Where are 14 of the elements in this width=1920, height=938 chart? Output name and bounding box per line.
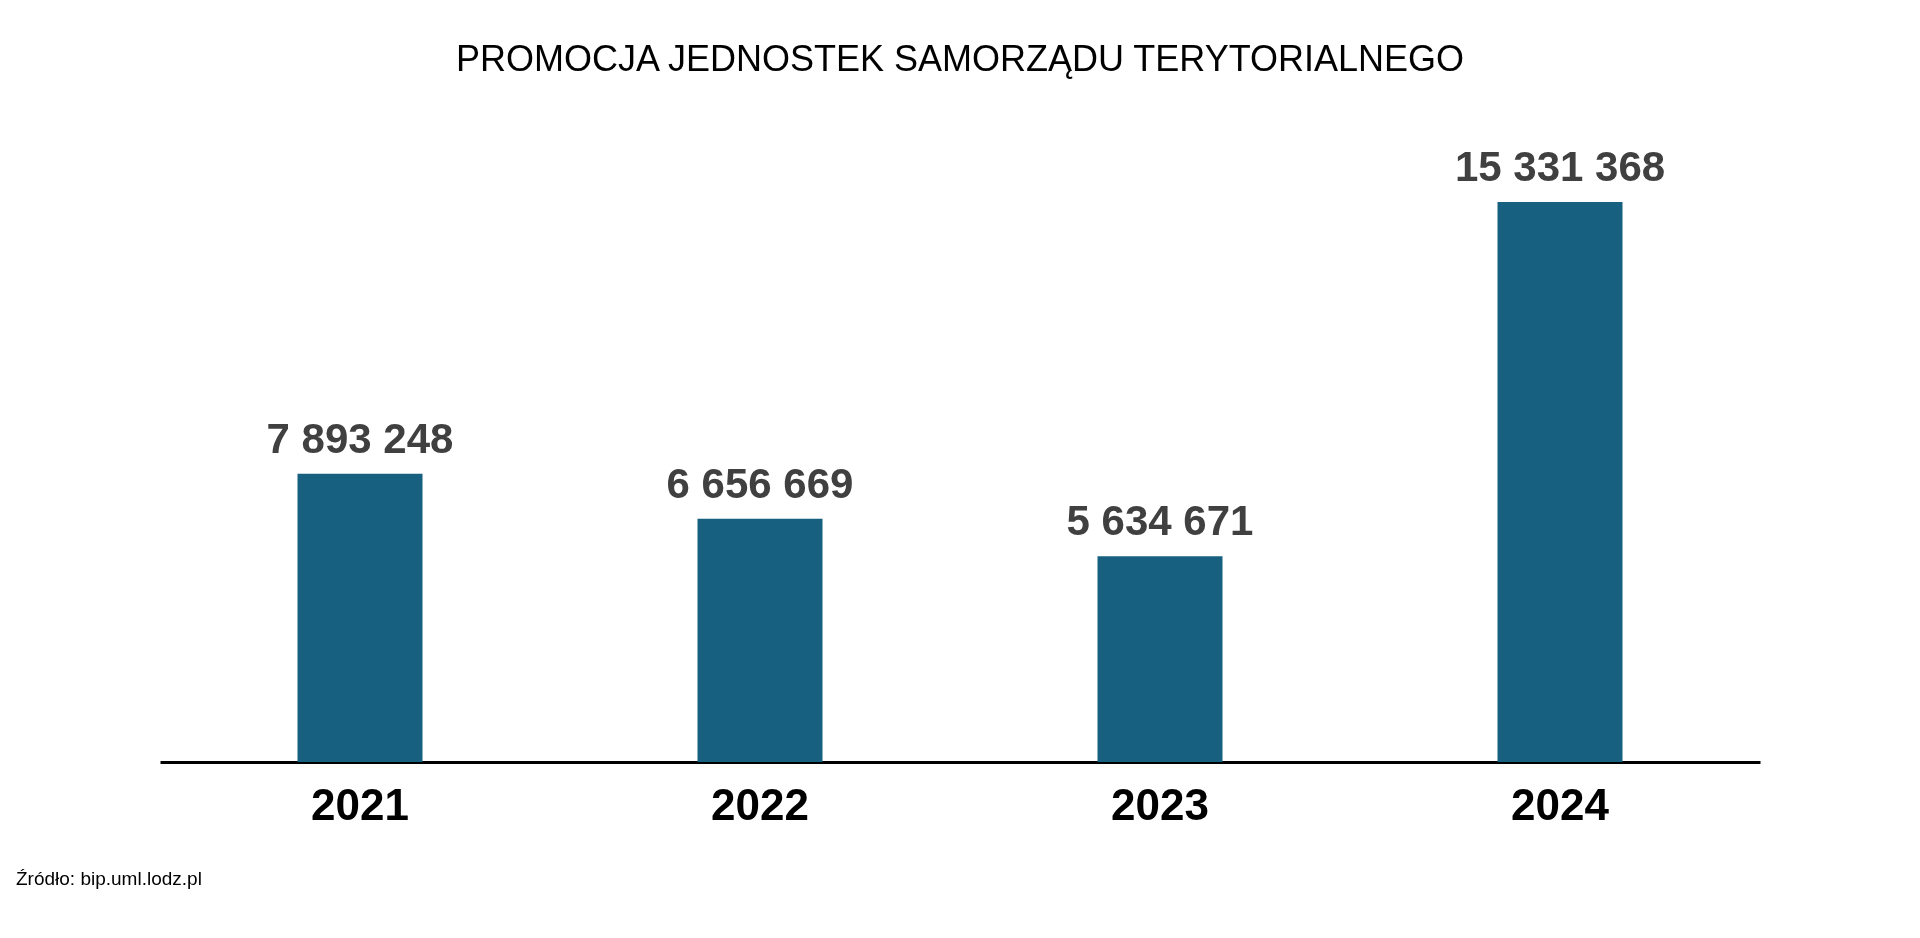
chart-title: PROMOCJA JEDNOSTEK SAMORZĄDU TERYTORIALNEGO: [455, 38, 1465, 79]
data-label: 7 893 248: [266, 414, 454, 462]
data-label: 6 656 669: [666, 459, 854, 507]
x-tick-label: 2021: [311, 779, 409, 829]
x-tick-label: 2022: [711, 779, 809, 829]
text: Źródło: bip.uml.lodz.pl: [16, 868, 202, 890]
data-label: 15 331 368: [1454, 143, 1666, 190]
data-label: 5 634 671: [1066, 497, 1254, 545]
bar: [1497, 202, 1623, 762]
bar: [297, 473, 423, 762]
x-tick-label: 2024: [1511, 779, 1610, 829]
bar: [1097, 556, 1223, 762]
bar: [697, 518, 823, 762]
x-tick-label: 2023: [1111, 779, 1209, 829]
